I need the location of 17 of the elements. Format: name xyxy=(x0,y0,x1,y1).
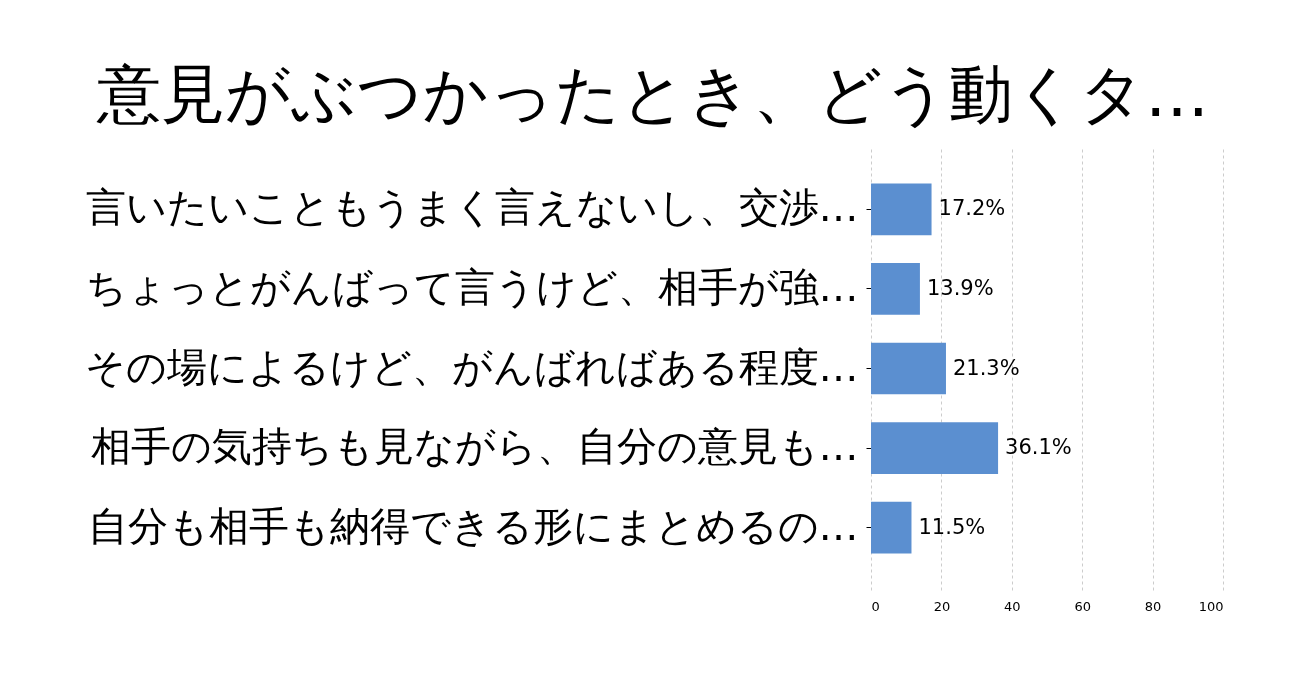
data-label: 21.3% xyxy=(952,355,1020,380)
x-tick-label: 40 xyxy=(1004,598,1021,614)
x-tick-label: 20 xyxy=(933,598,951,614)
data-label: 13.9% xyxy=(926,275,994,300)
y-tick-label: 言いたいこともうまく言えないし、交渉… xyxy=(85,184,859,231)
x-tick-label: 80 xyxy=(1144,598,1162,614)
data-label: 11.5% xyxy=(918,514,986,539)
data-label: 36.1% xyxy=(1005,435,1072,460)
y-tick-label: 自分も相手も納得できる形にまとめるの… xyxy=(87,502,859,549)
chart-title: 意見がぶつかったとき、どう動くタ… xyxy=(96,57,1209,131)
x-tick-label: 60 xyxy=(1074,598,1091,614)
x-tick-label: 0 xyxy=(871,598,880,614)
y-tick-label: その場によるけど、がんばればある程度… xyxy=(84,343,859,390)
x-tick-label: 100 xyxy=(1198,598,1224,614)
y-tick-label: ちょっとがんばって言うけど、相手が強… xyxy=(85,263,859,310)
data-label: 17.2% xyxy=(938,196,1006,221)
y-tick-label: 相手の気持ちも見ながら、自分の意見も… xyxy=(90,423,859,470)
